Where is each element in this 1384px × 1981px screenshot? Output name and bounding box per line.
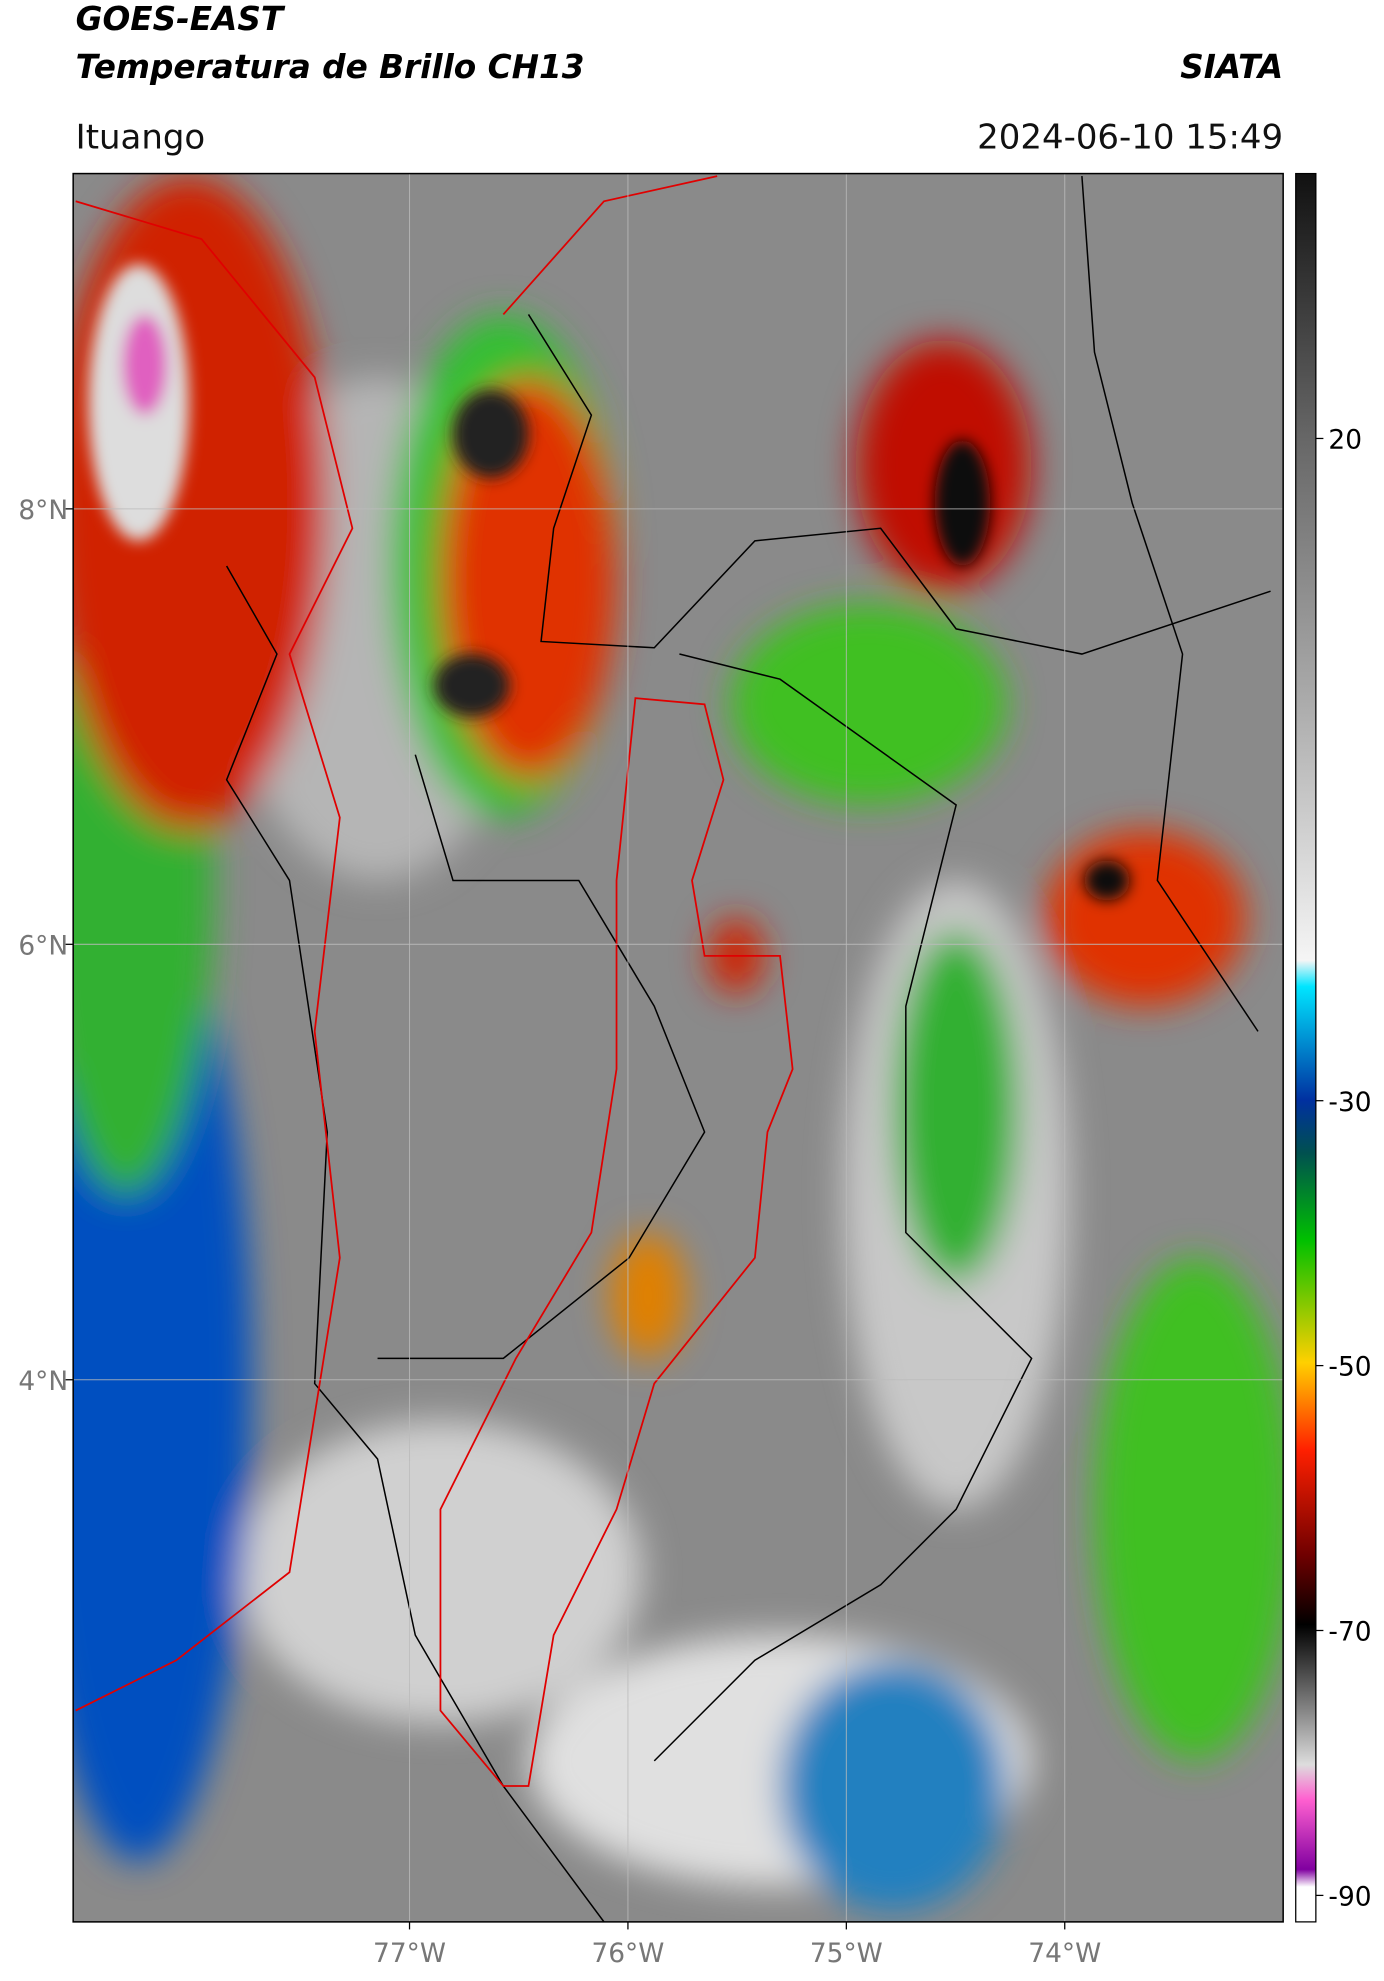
map-frame	[72, 172, 1284, 1923]
region: Ituango	[76, 117, 206, 157]
colorbar-tick-label: -50	[1328, 1352, 1371, 1383]
colorbar-tick-label: -90	[1328, 1881, 1371, 1912]
timestamp: 2024-06-10 15:49	[977, 117, 1283, 157]
lon-tick-label: 75°W	[810, 1938, 883, 1969]
lat-tick-label: 6°N	[18, 930, 68, 961]
colorbar-tick-label: -30	[1328, 1087, 1371, 1118]
lon-tick-label: 76°W	[591, 1938, 664, 1969]
lon-tick-label: 77°W	[373, 1938, 446, 1969]
subtitle: Temperatura de Brillo CH13	[76, 48, 585, 86]
agency: SIATA	[1180, 48, 1283, 86]
lon-tick-label: 74°W	[1028, 1938, 1101, 1969]
colorbar-tick-label: 20	[1328, 425, 1362, 456]
lat-tick-label: 8°N	[18, 495, 68, 526]
colorbar	[1295, 172, 1317, 1923]
satellite-image	[73, 173, 1284, 1922]
lat-tick-label: 4°N	[18, 1366, 68, 1397]
title: GOES-EAST	[76, 0, 286, 38]
colorbar-tick-label: -70	[1328, 1617, 1371, 1648]
